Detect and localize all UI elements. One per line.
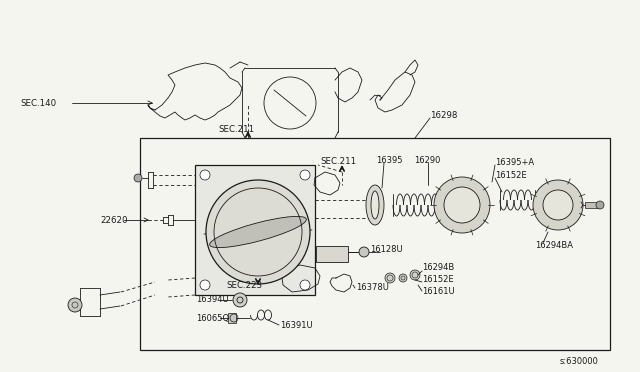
Circle shape [134, 174, 142, 182]
Text: 16294B: 16294B [422, 263, 454, 272]
Text: 16128U: 16128U [370, 244, 403, 253]
Circle shape [410, 270, 420, 280]
Bar [316, 246, 348, 262]
Text: SEC.211: SEC.211 [320, 157, 356, 166]
Text: 16378U: 16378U [356, 283, 389, 292]
Text: s:630000: s:630000 [560, 357, 599, 366]
Ellipse shape [371, 191, 379, 219]
Text: 16298: 16298 [430, 110, 458, 119]
Text: SEC.223: SEC.223 [226, 280, 262, 289]
Circle shape [399, 274, 407, 282]
Circle shape [543, 190, 573, 220]
Text: 16394U: 16394U [196, 295, 228, 305]
Text: 16290: 16290 [414, 155, 440, 164]
Text: 16065Q: 16065Q [196, 314, 229, 323]
Text: 16152E: 16152E [422, 275, 454, 283]
Circle shape [444, 187, 480, 223]
Circle shape [385, 273, 395, 283]
Text: SEC.211: SEC.211 [218, 125, 254, 134]
Ellipse shape [210, 217, 307, 248]
Bar [585, 202, 599, 208]
Circle shape [359, 247, 369, 257]
Circle shape [300, 170, 310, 180]
Circle shape [434, 177, 490, 233]
Circle shape [68, 298, 82, 312]
Text: 16161U: 16161U [422, 286, 454, 295]
Bar [140, 138, 610, 350]
Circle shape [596, 201, 604, 209]
Text: 16294BA: 16294BA [535, 241, 573, 250]
Text: 16152E: 16152E [495, 170, 527, 180]
Text: SEC.140: SEC.140 [20, 99, 56, 108]
Circle shape [233, 293, 247, 307]
Text: 16395+A: 16395+A [495, 157, 534, 167]
Ellipse shape [366, 185, 384, 225]
Text: 22620: 22620 [100, 215, 127, 224]
Circle shape [206, 180, 310, 284]
Circle shape [200, 280, 210, 290]
Circle shape [533, 180, 583, 230]
Bar [228, 313, 236, 323]
Bar [195, 165, 315, 295]
Text: 16391U: 16391U [280, 321, 312, 330]
Circle shape [300, 280, 310, 290]
Text: 16395: 16395 [376, 155, 403, 164]
Circle shape [200, 170, 210, 180]
